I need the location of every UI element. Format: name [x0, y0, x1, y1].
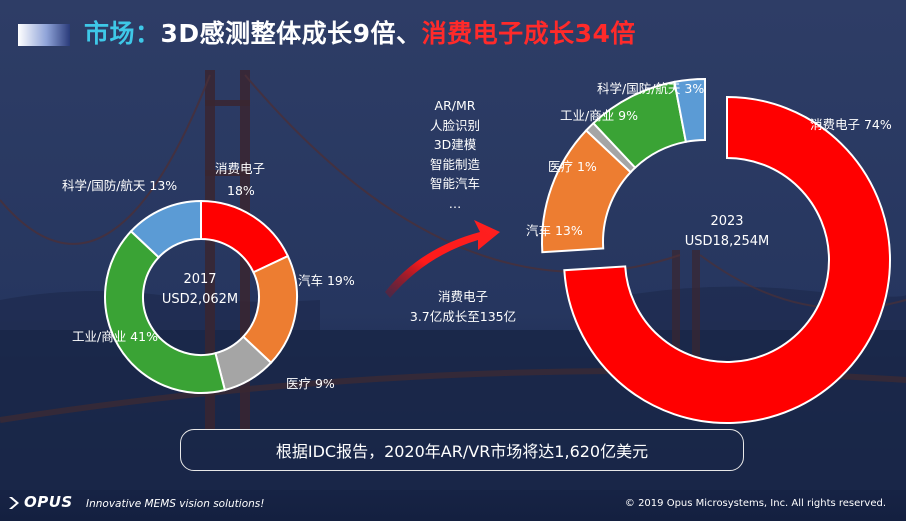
app-item: … — [448, 195, 462, 211]
growth-note: 消费电子 3.7亿成长至135亿 — [388, 287, 538, 326]
growth-note-value: 3.7亿成长至135亿 — [409, 308, 517, 324]
app-item: 智能汽车 — [429, 176, 480, 191]
label-2017-consumer-pct: 18% — [227, 183, 255, 198]
title-main: 3D感测整体成长9倍、 — [160, 19, 422, 48]
opus-logo-text: OPUS — [24, 493, 73, 511]
center-year-2017: 2017 — [183, 272, 217, 287]
slice-2023-science — [673, 77, 706, 143]
donut-2017 — [104, 199, 298, 394]
page-title: 市场：3D感测整体成长9倍、消费电子成长34倍 — [84, 14, 636, 50]
idc-report-text: 根据IDC报告，2020年AR/VR市场将达1,620亿美元 — [275, 442, 649, 461]
label-2023-consumer: 消费电子 74% — [810, 117, 892, 132]
center-label-2017: 2017 USD2,062M — [150, 270, 250, 310]
app-item: AR/MR — [434, 98, 476, 113]
label-2023-industrial: 工业/商业 9% — [560, 108, 639, 123]
label-2017-auto: 汽车 19% — [298, 273, 355, 288]
label-2017-consumer: 消费电子 18% — [215, 158, 265, 202]
title-highlight: 消费电子成长34倍 — [421, 19, 636, 48]
application-list: AR/MR 人脸识别 3D建模 智能制造 智能汽车 … — [405, 96, 505, 213]
label-2017-medical: 医疗 9% — [286, 376, 335, 391]
center-label-2023: 2023 USD18,254M — [672, 212, 782, 252]
idc-report-banner: 根据IDC报告，2020年AR/VR市场将达1,620亿美元 — [180, 429, 744, 471]
footer-copyright: © 2019 Opus Microsystems, Inc. All right… — [624, 498, 886, 509]
label-2017-science: 科学/国防/航天 13% — [62, 178, 178, 193]
title-prefix: 市场： — [84, 19, 161, 48]
center-total-2017: USD2,062M — [161, 292, 239, 307]
opus-logo-icon — [9, 497, 19, 509]
label-2023-medical: 医疗 1% — [548, 159, 597, 174]
slice-2017-industrial — [104, 229, 227, 394]
app-item: 智能制造 — [429, 156, 480, 172]
donut-2023 — [541, 77, 891, 424]
slice-2023-consumer — [563, 95, 891, 424]
slice-2017-science — [129, 199, 202, 259]
growth-arrow — [385, 220, 500, 298]
label-2023-auto: 汽车 13% — [526, 223, 583, 238]
center-year-2023: 2023 — [710, 214, 744, 229]
title-accent-bar — [18, 24, 70, 46]
app-item: 人脸识别 — [429, 117, 480, 133]
center-total-2023: USD18,254M — [684, 234, 770, 249]
label-2017-consumer-name: 消费电子 — [215, 161, 266, 176]
footer-tagline: Innovative MEMS vision solutions! — [86, 498, 265, 510]
label-2023-science: 科学/国防/航天 3% — [597, 81, 705, 96]
growth-note-title: 消费电子 — [437, 289, 488, 304]
app-item: 3D建模 — [433, 137, 477, 152]
label-2017-industrial: 工业/商业 41% — [72, 329, 158, 344]
